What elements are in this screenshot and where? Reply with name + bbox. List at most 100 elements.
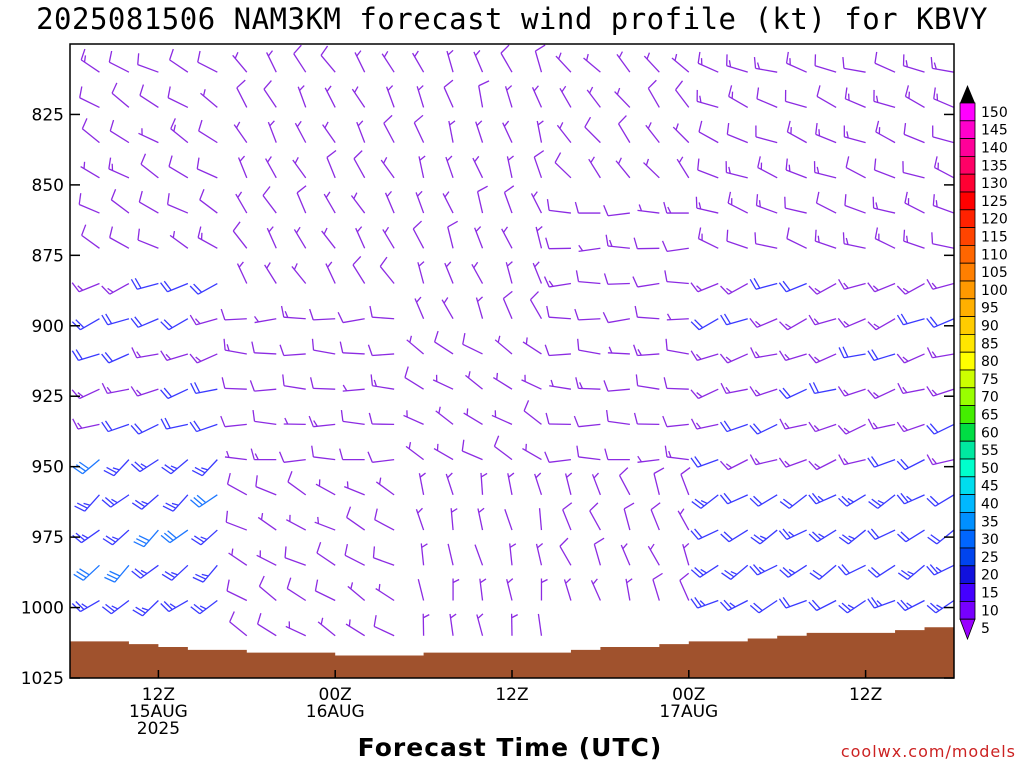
wind-barb <box>70 71 71 73</box>
wind-barb <box>903 122 925 144</box>
wind-barb <box>753 56 778 73</box>
colorbar-swatch <box>959 173 976 193</box>
credit-link[interactable]: coolwx.com/models <box>840 742 1016 761</box>
wind-barb <box>418 472 426 495</box>
wind-barb <box>896 421 925 433</box>
wind-barb <box>190 494 218 508</box>
wind-barb <box>346 506 366 531</box>
wind-barb <box>282 374 306 390</box>
wind-barb <box>309 308 336 321</box>
wind-barb <box>896 458 925 471</box>
wind-barb <box>280 305 306 320</box>
wind-barb <box>778 350 807 362</box>
wind-barb <box>373 615 395 637</box>
wind-barb <box>79 86 100 108</box>
colorbar-label: 70 <box>981 390 999 406</box>
wind-barb <box>505 261 513 284</box>
wind-barb <box>603 204 630 217</box>
wind-barb <box>443 79 454 108</box>
wind-barb <box>278 451 306 463</box>
wind-barb <box>317 617 336 637</box>
wind-barb <box>161 564 189 581</box>
wind-barb <box>81 118 100 144</box>
wind-barb <box>690 350 719 362</box>
wind-barb <box>931 232 954 249</box>
wind-barb <box>452 578 460 601</box>
wind-barb <box>353 150 366 179</box>
wind-barb <box>562 502 573 531</box>
wind-barb <box>556 122 572 144</box>
x-tick-label: 00Z <box>672 685 705 705</box>
wind-barb <box>816 85 837 108</box>
wind-barb <box>197 226 218 249</box>
wind-barb <box>690 388 719 400</box>
wind-barb <box>873 158 896 179</box>
wind-barb <box>339 448 365 461</box>
wind-barb <box>873 89 896 109</box>
wind-barb <box>623 502 635 531</box>
wind-barb <box>71 318 100 331</box>
wind-barb <box>444 261 454 284</box>
wind-barb <box>813 161 837 179</box>
wind-barb <box>130 423 159 435</box>
wind-barb <box>554 152 572 179</box>
wind-barb <box>480 472 488 495</box>
wind-barb <box>605 234 630 249</box>
wind-barb <box>897 564 925 580</box>
wind-barb <box>102 529 130 546</box>
wind-barb <box>236 79 248 108</box>
wind-barb <box>420 543 428 566</box>
wind-barb <box>345 619 366 637</box>
wind-barb <box>726 122 748 144</box>
colorbar-label: 25 <box>981 550 999 566</box>
wind-barb <box>932 125 954 144</box>
wind-barb <box>563 578 572 601</box>
wind-barb <box>308 415 336 428</box>
colorbar-swatch <box>959 351 976 371</box>
wind-barb <box>522 337 542 355</box>
y-tick-label: 925 <box>32 387 64 407</box>
wind-barb <box>422 613 430 636</box>
wind-barb <box>867 564 896 578</box>
wind-barb <box>406 335 425 355</box>
wind-barb <box>71 388 100 400</box>
wind-barb <box>284 546 306 566</box>
wind-barb <box>133 529 159 548</box>
wind-barb <box>778 596 807 609</box>
wind-barb <box>404 366 424 390</box>
wind-barb <box>808 421 837 433</box>
wind-barb <box>226 579 248 602</box>
wind-barb <box>809 564 837 580</box>
x-tick-label: 12Z <box>849 685 882 705</box>
wind-barb <box>502 290 513 319</box>
wind-barb <box>309 377 336 390</box>
wind-barb <box>521 374 542 390</box>
colorbar-swatch <box>959 120 976 140</box>
colorbar-swatch <box>959 209 976 229</box>
wind-barb <box>285 621 307 637</box>
wind-barb <box>842 232 866 249</box>
wind-barb <box>81 224 100 249</box>
wind-barb <box>111 82 130 108</box>
wind-barb <box>221 377 247 390</box>
wind-barb <box>130 277 159 290</box>
x-tick-label: 15AUG <box>129 702 188 722</box>
wind-barb <box>416 85 425 108</box>
wind-barb <box>933 87 954 108</box>
wind-barb <box>356 120 366 143</box>
wind-barb <box>616 51 631 73</box>
wind-barb <box>296 185 307 214</box>
wind-barb <box>896 353 925 364</box>
wind-barb <box>559 85 572 108</box>
wind-barb <box>633 344 660 357</box>
wind-barb <box>340 409 365 426</box>
wind-barb <box>265 156 277 179</box>
wind-barb <box>412 50 425 73</box>
wind-barb <box>370 374 395 390</box>
wind-barb <box>417 579 425 601</box>
wind-barb <box>72 418 100 430</box>
wind-barb <box>584 116 601 144</box>
colorbar-label: 135 <box>981 158 1008 174</box>
colorbar-label: 145 <box>981 123 1008 139</box>
